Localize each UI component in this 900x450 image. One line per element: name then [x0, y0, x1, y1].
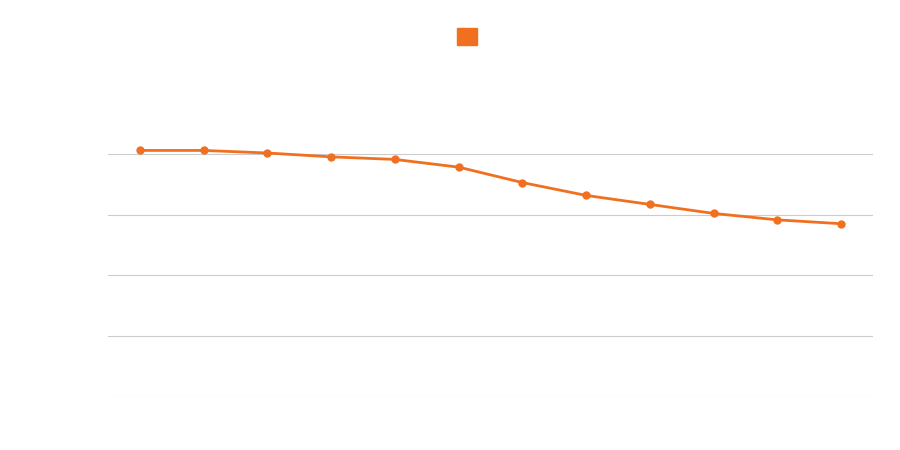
Legend: 価格: 価格	[451, 21, 530, 51]
